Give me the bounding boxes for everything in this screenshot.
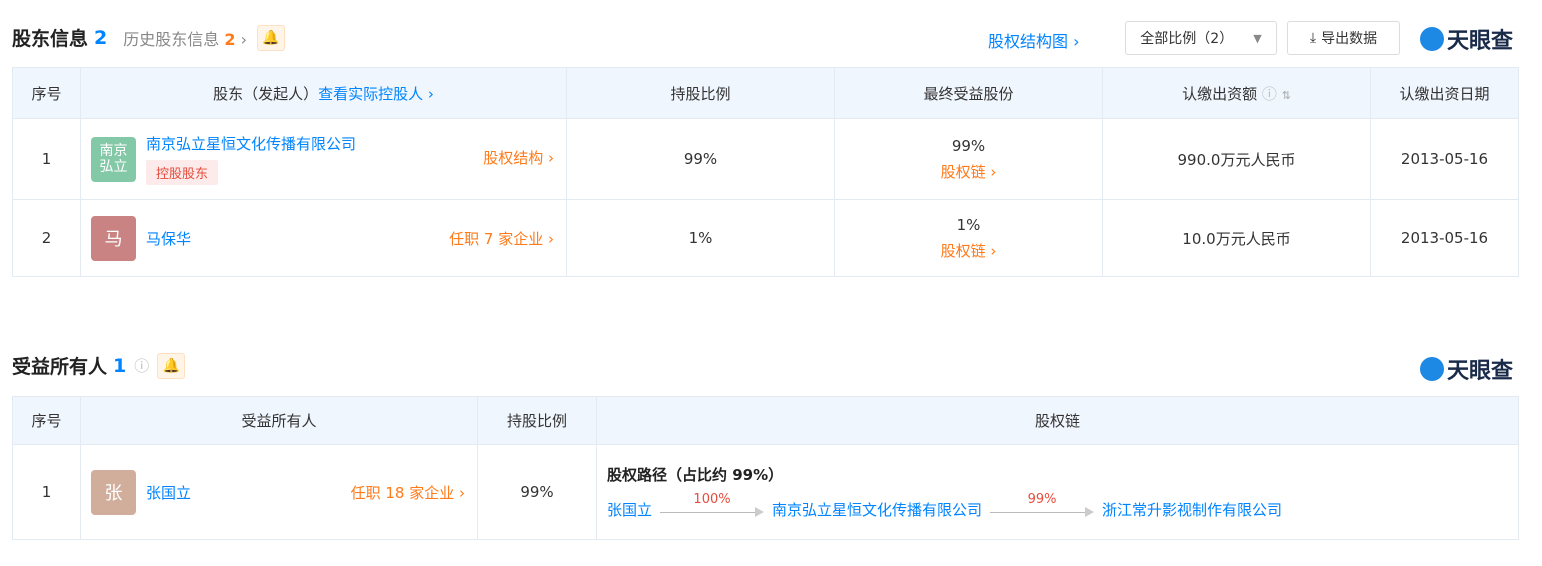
col-amount[interactable]: 认缴出资额 ⓘ ⇅ (1102, 67, 1371, 119)
equity-chain-link[interactable]: 股权链 › (940, 162, 997, 181)
amount: 990.0万元人民币 (1102, 118, 1371, 200)
path-percent: 99% (1027, 491, 1057, 507)
avatar: 张 (91, 469, 136, 515)
equity-path: 张国立 100% 南京弘立星恒文化传播有限公司 99% 浙江常升影视制作有限公司 (607, 492, 1518, 520)
history-count: 2 (224, 29, 236, 49)
shareholder-name-link[interactable]: 南京弘立星恒文化传播有限公司 (146, 135, 357, 153)
filter-label: 全部比例（2） (1140, 31, 1234, 47)
positions-link[interactable]: 任职 18 家企业 › (350, 483, 465, 502)
col-chain: 股权链 (596, 396, 1519, 445)
view-controller-link[interactable]: 查看实际控股人 › (318, 84, 434, 103)
bell-icon[interactable]: 🔔 (257, 24, 285, 51)
path-node[interactable]: 张国立 (607, 501, 653, 519)
equity-structure-link[interactable]: 股权结构图 › (988, 32, 1080, 51)
beneficiary-header: 受益所有人 1 ⓘ 🔔 (12, 352, 186, 379)
positions-link[interactable]: 任职 7 家企业 › (449, 229, 554, 248)
arrow-icon: 100% (660, 492, 765, 518)
row-no: 1 (12, 444, 81, 540)
sort-icon[interactable]: ⇅ (1281, 88, 1291, 102)
path-node[interactable]: 南京弘立星恒文化传播有限公司 (772, 501, 983, 519)
path-title: 股权路径（占比约 99%） (607, 466, 784, 484)
shareholder-header: 股东信息 2 历史股东信息 2 › 🔔 (12, 24, 285, 51)
benefit: 99% (951, 136, 986, 155)
amount: 10.0万元人民币 (1102, 199, 1371, 277)
ratio: 99% (477, 444, 597, 540)
download-icon: ⤓ (1309, 30, 1317, 46)
beneficiary-table: 序号 受益所有人 持股比例 股权链 1 张 张国立 任职 18 家企业 › 99… (12, 396, 1519, 540)
path-node[interactable]: 浙江常升影视制作有限公司 (1102, 501, 1283, 519)
tianyancha-logo: 天眼查 (1420, 353, 1513, 385)
col-ratio: 持股比例 (566, 67, 835, 119)
shareholder-count: 2 (94, 26, 108, 49)
section-title: 受益所有人 (12, 356, 108, 378)
bell-icon[interactable]: 🔔 (157, 352, 186, 379)
shareholder-table: 序号 股东（发起人）查看实际控股人 › 持股比例 最终受益股份 认缴出资额 ⓘ … (12, 67, 1519, 277)
chevron-right-icon: › (240, 29, 247, 49)
history-label: 历史股东信息 (123, 29, 220, 49)
ratio: 99% (566, 118, 835, 200)
col-no: 序号 (12, 67, 81, 119)
beneficiary-name-link[interactable]: 张国立 (146, 483, 192, 502)
col-ratio: 持股比例 (477, 396, 597, 445)
export-button[interactable]: ⤓ 导出数据 (1287, 21, 1400, 55)
col-date: 认缴出资日期 (1370, 67, 1519, 119)
col-shareholder: 股东（发起人）查看实际控股人 › (80, 67, 567, 119)
table-header: 序号 受益所有人 持股比例 股权链 (12, 396, 1519, 445)
avatar: 马 (91, 215, 136, 261)
structure-link-label: 股权结构图 (988, 32, 1069, 51)
col-no: 序号 (12, 396, 81, 445)
col-benefit: 最终受益股份 (834, 67, 1103, 119)
benefit: 1% (956, 215, 981, 234)
history-shareholders-link[interactable]: 历史股东信息 2 › (123, 26, 247, 50)
help-icon[interactable]: ⓘ (134, 357, 150, 375)
arrow-icon: 99% (990, 492, 1095, 518)
table-row: 1 张 张国立 任职 18 家企业 › 99% 股权路径（占比约 99%） 张国… (12, 444, 1519, 540)
path-percent: 100% (693, 491, 731, 507)
beneficiary-count: 1 (113, 354, 127, 377)
avatar: 南京弘立 (91, 136, 136, 182)
ratio: 1% (566, 199, 835, 277)
ratio-filter-dropdown[interactable]: 全部比例（2） ▼ (1125, 21, 1277, 55)
row-no: 1 (12, 118, 81, 200)
status-badge: 控股股东 (146, 160, 219, 185)
date: 2013-05-16 (1370, 199, 1519, 277)
shareholder-name-link[interactable]: 马保华 (146, 229, 192, 248)
col-beneficiary: 受益所有人 (80, 396, 478, 445)
row-no: 2 (12, 199, 81, 277)
table-row: 2 马 马保华 任职 7 家企业 › 1% 1% 股权链 › 10.0万元人民币 … (12, 199, 1519, 277)
caret-down-icon: ▼ (1253, 31, 1262, 45)
section-title: 股东信息 (12, 28, 89, 50)
equity-structure-row-link[interactable]: 股权结构 › (483, 149, 554, 167)
equity-chain-link[interactable]: 股权链 › (940, 241, 997, 260)
tianyancha-logo: 天眼查 (1420, 23, 1513, 55)
export-label: 导出数据 (1321, 31, 1378, 47)
table-row: 1 南京弘立 南京弘立星恒文化传播有限公司控股股东 股权结构 › 99% 99%… (12, 118, 1519, 200)
help-icon[interactable]: ⓘ (1261, 84, 1277, 103)
date: 2013-05-16 (1370, 118, 1519, 200)
table-header: 序号 股东（发起人）查看实际控股人 › 持股比例 最终受益股份 认缴出资额 ⓘ … (12, 67, 1519, 119)
